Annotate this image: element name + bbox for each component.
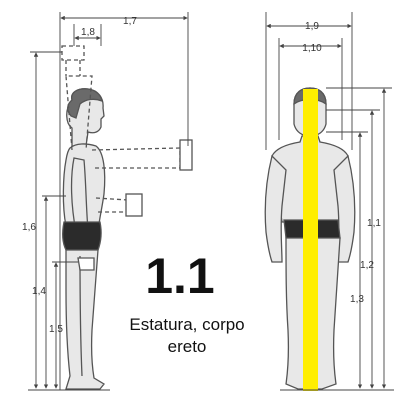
dim-label-1-7: 1,7 <box>123 16 137 27</box>
figure-caption: Estatura, corpo ereto <box>114 314 260 358</box>
dim-label-1-5: 1,5 <box>49 324 63 335</box>
dim-label-1-4: 1,4 <box>32 286 46 297</box>
caption-line-1: Estatura, corpo <box>129 315 245 334</box>
figure-number: 1.1 <box>145 248 215 304</box>
dim-label-1-3: 1,3 <box>350 294 364 305</box>
dim-label-1-1: 1,1 <box>367 218 381 229</box>
front-arm-left <box>264 154 287 263</box>
side-legs <box>65 249 105 390</box>
side-arm-forward <box>91 147 181 169</box>
dim-label-1-2: 1,2 <box>360 260 374 271</box>
side-view-figure <box>61 45 193 390</box>
caption-line-2: ereto <box>167 337 207 356</box>
side-arm-up <box>65 75 93 151</box>
dim-label-1-8: 1,8 <box>81 27 95 38</box>
dim-label-1-10: 1,10 <box>302 43 322 54</box>
center-highlight-bar <box>303 89 318 391</box>
dim-label-1-9: 1,9 <box>305 21 319 32</box>
dim-label-1-6: 1,6 <box>22 222 36 233</box>
side-shorts <box>62 221 102 251</box>
